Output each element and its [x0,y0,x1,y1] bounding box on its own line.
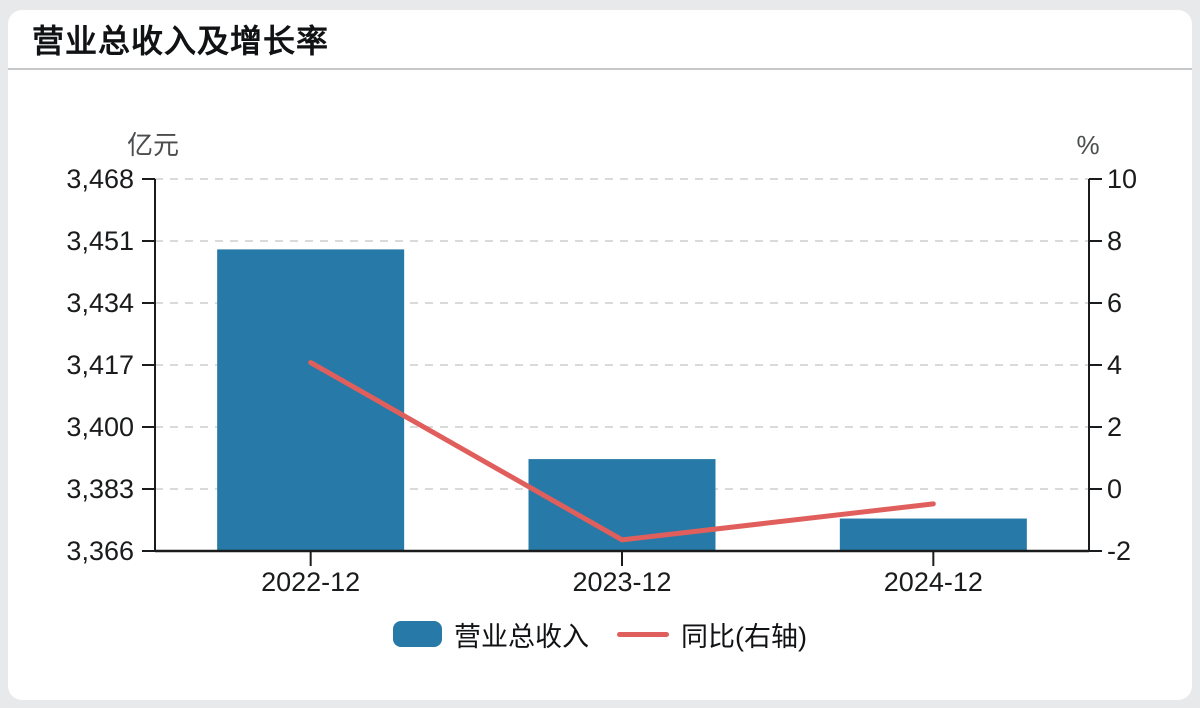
right-tick-label: 4 [1107,350,1122,380]
legend-item-growth[interactable]: 同比(右轴) [617,615,807,654]
x-axis-label-2023-12: 2023-12 [572,567,671,597]
right-tick-label: -2 [1107,536,1131,566]
card-header: 营业总收入及增长率 [8,10,1192,68]
bar-2024-12[interactable] [839,518,1027,551]
legend-item-revenue[interactable]: 营业总收入 [393,615,589,654]
chart-card: 营业总收入及增长率 3,468 3,451 3,434 3,417 3,400 3,383… [8,10,1192,700]
right-tick-label: 0 [1107,474,1122,504]
legend-label-growth: 同比(右轴) [681,621,807,652]
left-tick-label: 3,366 [66,536,134,566]
left-tick-label: 3,451 [66,226,134,256]
chart-legend: 营业总收入 同比(右轴) [8,610,1192,658]
bar-series-swatch [393,621,442,647]
header-divider [8,68,1192,70]
growth-line[interactable] [308,360,936,543]
line-series-swatch [617,631,669,637]
left-axis-unit-label: 亿元 [127,130,179,160]
left-tick-label: 3,417 [66,350,134,380]
right-tick-label: 2 [1107,412,1122,442]
right-tick-label: 10 [1107,164,1137,194]
left-tick-label: 3,434 [66,288,134,318]
legend-label-revenue: 营业总收入 [454,621,589,652]
chart-canvas: 3,468 3,451 3,434 3,417 3,400 3,383 3,366 10 8 6 4… [66,130,1137,597]
x-axis-label-2022-12: 2022-12 [261,567,360,597]
page-title: 营业总收入及增长率 [32,23,330,59]
right-tick-label: 8 [1107,226,1122,256]
left-tick-label: 3,468 [66,164,134,194]
right-tick-label: 6 [1107,288,1122,318]
left-tick-label: 3,383 [66,474,134,504]
x-axis-label-2024-12: 2024-12 [884,567,983,597]
right-axis-unit-label: % [1076,130,1099,160]
revenue-growth-chart: 3,468 3,451 3,434 3,417 3,400 3,383 3,366 10 8 6 4… [8,70,1192,610]
left-tick-label: 3,400 [66,412,134,442]
